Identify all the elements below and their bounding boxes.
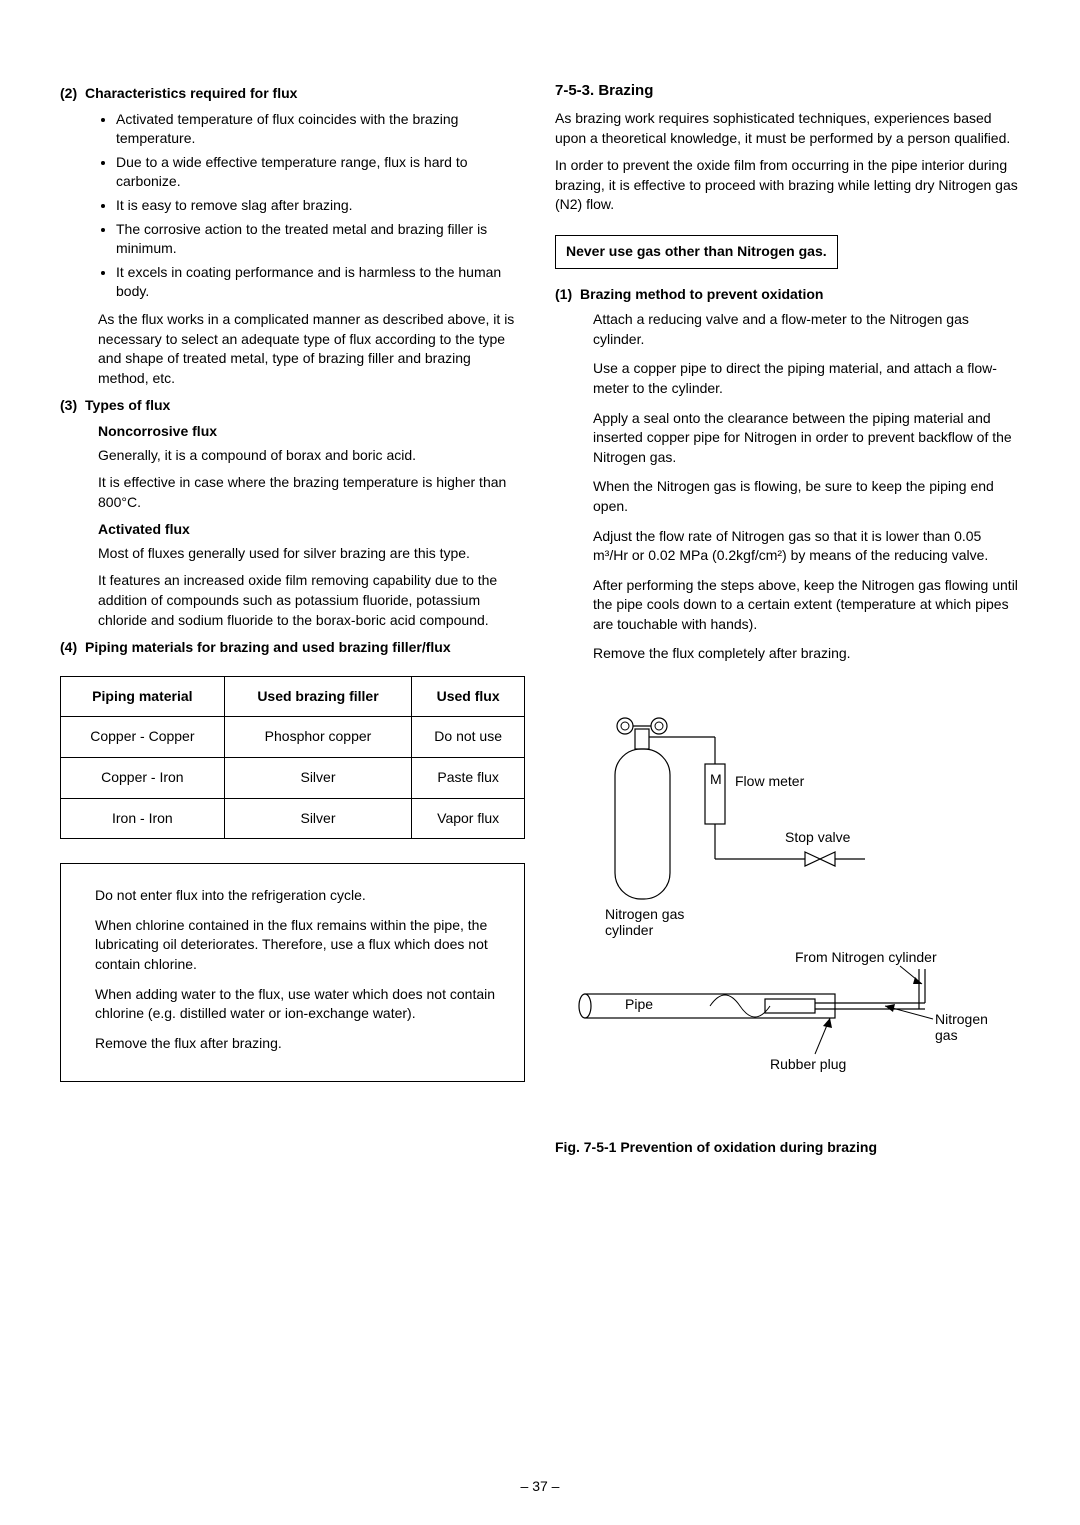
rubber-label: Rubber plug bbox=[770, 1056, 846, 1072]
right-column: 7-5-3. Brazing As brazing work requires … bbox=[555, 80, 1020, 1158]
cyl-label-2: cylinder bbox=[605, 922, 654, 938]
table-row: Copper - Copper Phosphor copper Do not u… bbox=[61, 717, 525, 758]
step-3: Apply a seal onto the clearance between … bbox=[593, 409, 1020, 468]
table-header-row: Piping material Used brazing filler Used… bbox=[61, 676, 525, 717]
td: Copper - Iron bbox=[61, 758, 225, 799]
warning-box: Never use gas other than Nitrogen gas. bbox=[555, 235, 838, 269]
figure-caption: Fig. 7-5-1 Prevention of oxidation durin… bbox=[555, 1138, 1020, 1158]
act-p2: It features an increased oxide film remo… bbox=[98, 571, 525, 630]
act-head: Activated flux bbox=[98, 520, 525, 540]
th-2: Used brazing filler bbox=[224, 676, 412, 717]
sec2-b4: The corrosive action to the treated meta… bbox=[116, 220, 525, 259]
nc-p2: It is effective in case where the brazin… bbox=[98, 473, 525, 512]
note-p4: Remove the flux after brazing. bbox=[95, 1034, 506, 1054]
sec2-num: (2) bbox=[60, 85, 77, 101]
n2-label-1: Nitrogen bbox=[935, 1011, 988, 1027]
td: Iron - Iron bbox=[61, 798, 225, 839]
method-steps: Attach a reducing valve and a flow-meter… bbox=[593, 310, 1020, 664]
td: Vapor flux bbox=[412, 798, 525, 839]
sec2-bullets: Activated temperature of flux coincides … bbox=[116, 110, 525, 302]
sec2-b3: It is easy to remove slag after brazing. bbox=[116, 196, 525, 216]
table-row: Iron - Iron Silver Vapor flux bbox=[61, 798, 525, 839]
m-label: M bbox=[710, 771, 722, 787]
nc-p1: Generally, it is a compound of borax and… bbox=[98, 446, 525, 466]
sec4-head: (4) Piping materials for brazing and use… bbox=[60, 638, 525, 658]
step-7: Remove the flux completely after brazing… bbox=[593, 644, 1020, 664]
note-p1: Do not enter flux into the refrigeration… bbox=[95, 886, 506, 906]
sec2-title: Characteristics required for flux bbox=[85, 85, 297, 101]
sec3-body: Noncorrosive flux Generally, it is a com… bbox=[98, 422, 525, 630]
sec3-title: Types of flux bbox=[85, 397, 170, 413]
td: Copper - Copper bbox=[61, 717, 225, 758]
td: Silver bbox=[224, 758, 412, 799]
diagram: M Flow meter Stop valve Nitrogen gas cyl… bbox=[555, 704, 1020, 1124]
th-1: Piping material bbox=[61, 676, 225, 717]
stop-valve-label: Stop valve bbox=[785, 829, 851, 845]
sec2-tail: As the flux works in a complicated manne… bbox=[98, 310, 525, 388]
sec3-head: (3) Types of flux bbox=[60, 396, 525, 416]
note-p3: When adding water to the flux, use water… bbox=[95, 985, 506, 1024]
sec2-head: (2) Characteristics required for flux bbox=[60, 84, 525, 104]
table-row: Copper - Iron Silver Paste flux bbox=[61, 758, 525, 799]
sec2-b1: Activated temperature of flux coincides … bbox=[116, 110, 525, 149]
sec4-title: Piping materials for brazing and used br… bbox=[85, 639, 451, 655]
flow-meter-label: Flow meter bbox=[735, 773, 805, 789]
left-column: (2) Characteristics required for flux Ac… bbox=[60, 80, 525, 1158]
intro2: In order to prevent the oxide film from … bbox=[555, 156, 1020, 215]
note-box: Do not enter flux into the refrigeration… bbox=[60, 863, 525, 1082]
step-4: When the Nitrogen gas is flowing, be sur… bbox=[593, 477, 1020, 516]
brazing-heading: 7-5-3. Brazing bbox=[555, 80, 1020, 101]
td: Silver bbox=[224, 798, 412, 839]
page-columns: (2) Characteristics required for flux Ac… bbox=[60, 80, 1020, 1158]
th-3: Used flux bbox=[412, 676, 525, 717]
pipe-label: Pipe bbox=[625, 996, 653, 1012]
n2-label-2: gas bbox=[935, 1027, 958, 1043]
page-number: – 37 – bbox=[521, 1477, 560, 1497]
nc-head: Noncorrosive flux bbox=[98, 422, 525, 442]
step-6: After performing the steps above, keep t… bbox=[593, 576, 1020, 635]
td: Phosphor copper bbox=[224, 717, 412, 758]
intro1: As brazing work requires sophisticated t… bbox=[555, 109, 1020, 148]
step-2: Use a copper pipe to direct the piping m… bbox=[593, 359, 1020, 398]
sec1-head: (1) Brazing method to prevent oxidation bbox=[555, 285, 1020, 305]
sec2-b2: Due to a wide effective temperature rang… bbox=[116, 153, 525, 192]
from-cyl-label: From Nitrogen cylinder bbox=[795, 949, 937, 965]
note-p2: When chlorine contained in the flux rema… bbox=[95, 916, 506, 975]
td: Paste flux bbox=[412, 758, 525, 799]
sec2-b5: It excels in coating performance and is … bbox=[116, 263, 525, 302]
td: Do not use bbox=[412, 717, 525, 758]
sec4-num: (4) bbox=[60, 639, 77, 655]
step-5: Adjust the flow rate of Nitrogen gas so … bbox=[593, 527, 1020, 566]
act-p1: Most of fluxes generally used for silver… bbox=[98, 544, 525, 564]
brazing-diagram-svg: M Flow meter Stop valve Nitrogen gas cyl… bbox=[555, 704, 1015, 1124]
step-1: Attach a reducing valve and a flow-meter… bbox=[593, 310, 1020, 349]
sec1-title: Brazing method to prevent oxidation bbox=[580, 286, 823, 302]
sec3-num: (3) bbox=[60, 397, 77, 413]
brazing-table: Piping material Used brazing filler Used… bbox=[60, 676, 525, 839]
cyl-label-1: Nitrogen gas bbox=[605, 906, 684, 922]
sec1-num: (1) bbox=[555, 286, 572, 302]
